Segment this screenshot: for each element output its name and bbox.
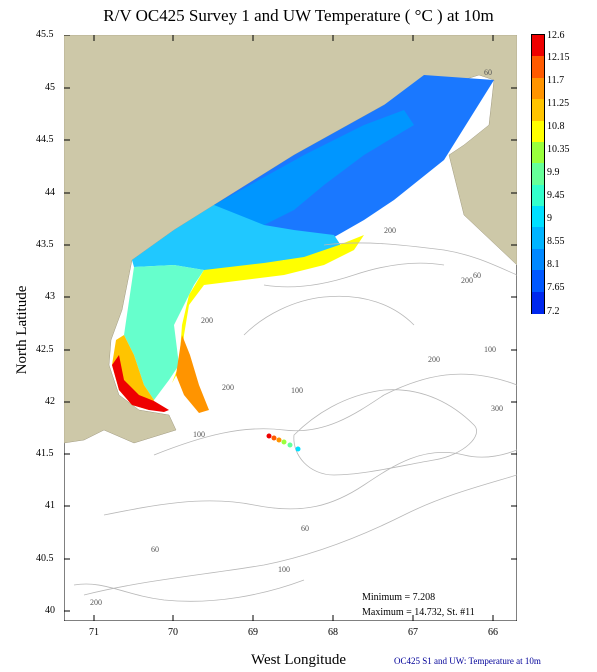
- colorbar-swatch: [532, 163, 544, 186]
- colorbar-label: 9.45: [547, 190, 565, 201]
- colorbar-swatch: [532, 99, 544, 122]
- track-point: [266, 433, 272, 439]
- maximum-label: Maximum = 14.732, St. #11: [362, 607, 475, 618]
- temp-band-warm-edge: [172, 235, 364, 383]
- colorbar-swatch: [532, 291, 544, 314]
- contour-label: 300: [491, 404, 503, 413]
- colorbar-swatch: [532, 206, 544, 229]
- contour-label: 60: [301, 524, 309, 533]
- map-canvas: 60 200 200 60 200 100 200 200 100 300 10…: [64, 35, 517, 621]
- colorbar-label: 11.7: [547, 75, 565, 86]
- y-tick-label: 40: [45, 605, 55, 616]
- temp-band-hot: [112, 355, 169, 412]
- y-tick-label: 44: [45, 187, 55, 198]
- x-tick-label: 67: [408, 627, 418, 638]
- colorbar-swatch: [532, 77, 544, 100]
- colorbar-swatch: [532, 35, 544, 57]
- y-tick-label: 45: [45, 82, 55, 93]
- colorbar-label: 7.65: [547, 282, 565, 293]
- tick-marks: [64, 35, 517, 621]
- x-axis-label: West Longitude: [250, 652, 347, 668]
- contour-label: 60: [473, 271, 481, 280]
- colorbar-swatch: [532, 248, 544, 271]
- y-tick-label: 41: [45, 500, 55, 511]
- colorbar-label: 10.8: [547, 121, 565, 132]
- colorbar-label: 12.15: [547, 52, 570, 63]
- temp-band-mid-cold: [214, 110, 414, 225]
- contour-label: 200: [461, 276, 473, 285]
- temp-band-mild: [124, 265, 204, 400]
- track-point: [276, 437, 282, 443]
- figure-caption: OC425 S1 and UW: Temperature at 10m: [394, 656, 541, 666]
- colorbar-label: 9.9: [547, 167, 560, 178]
- contour-label: 100: [278, 565, 290, 574]
- colorbar-swatch: [532, 227, 544, 250]
- contour-label-group: 60 200 200 60 200 100 200 200 100 300 10…: [90, 68, 503, 607]
- colorbar-label: 10.35: [547, 144, 570, 155]
- contour-label: 200: [384, 226, 396, 235]
- colorbar-swatch: [532, 141, 544, 164]
- colorbar-swatch: [532, 56, 544, 79]
- y-tick-label: 42: [45, 396, 55, 407]
- contour-label: 100: [484, 345, 496, 354]
- y-tick-label: 42.5: [36, 344, 54, 355]
- temperature-field: [112, 75, 494, 413]
- contour-label: 200: [90, 598, 102, 607]
- y-tick-label: 41.5: [36, 448, 54, 459]
- y-tick-label: 45.5: [36, 29, 54, 40]
- contour-label: 100: [291, 386, 303, 395]
- colorbar: [531, 34, 545, 314]
- map-title: R/V OC425 Survey 1 and UW Temperature ( …: [103, 6, 494, 25]
- y-axis-label: North Latitude: [14, 285, 30, 375]
- contour-label: 200: [222, 383, 234, 392]
- underway-track: [266, 433, 301, 452]
- track-point: [271, 435, 277, 441]
- contour-label: 60: [484, 68, 492, 77]
- y-tick-label: 44.5: [36, 134, 54, 145]
- contour-label: 200: [201, 316, 213, 325]
- colorbar-label: 7.2: [547, 306, 560, 317]
- colorbar-label: 8.1: [547, 259, 560, 270]
- contour-label: 60: [151, 545, 159, 554]
- x-tick-label: 69: [248, 627, 258, 638]
- x-tick-label: 71: [89, 627, 99, 638]
- temp-band-orange-edge: [176, 335, 209, 413]
- track-point: [281, 439, 287, 445]
- track-point: [287, 442, 293, 448]
- colorbar-swatch: [532, 270, 544, 293]
- colorbar-label: 12.6: [547, 30, 565, 41]
- colorbar-label: 11.25: [547, 98, 570, 109]
- colorbar-label: 8.55: [547, 236, 565, 247]
- contour-label: 100: [193, 430, 205, 439]
- bathymetry-contours: [73, 242, 517, 602]
- colorbar-label: 9: [547, 213, 552, 224]
- colorbar-swatch: [532, 184, 544, 207]
- x-tick-label: 70: [168, 627, 178, 638]
- y-tick-label: 40.5: [36, 553, 54, 564]
- x-tick-label: 68: [328, 627, 338, 638]
- contour-label: 200: [428, 355, 440, 364]
- track-point: [295, 446, 301, 452]
- temp-band-cool: [132, 205, 344, 275]
- map-plot-area: 60 200 200 60 200 100 200 200 100 300 10…: [64, 35, 517, 621]
- y-tick-label: 43: [45, 291, 55, 302]
- x-tick-label: 66: [488, 627, 498, 638]
- colorbar-swatch: [532, 120, 544, 143]
- y-tick-label: 43.5: [36, 239, 54, 250]
- minimum-label: Minimum = 7.208: [362, 592, 436, 603]
